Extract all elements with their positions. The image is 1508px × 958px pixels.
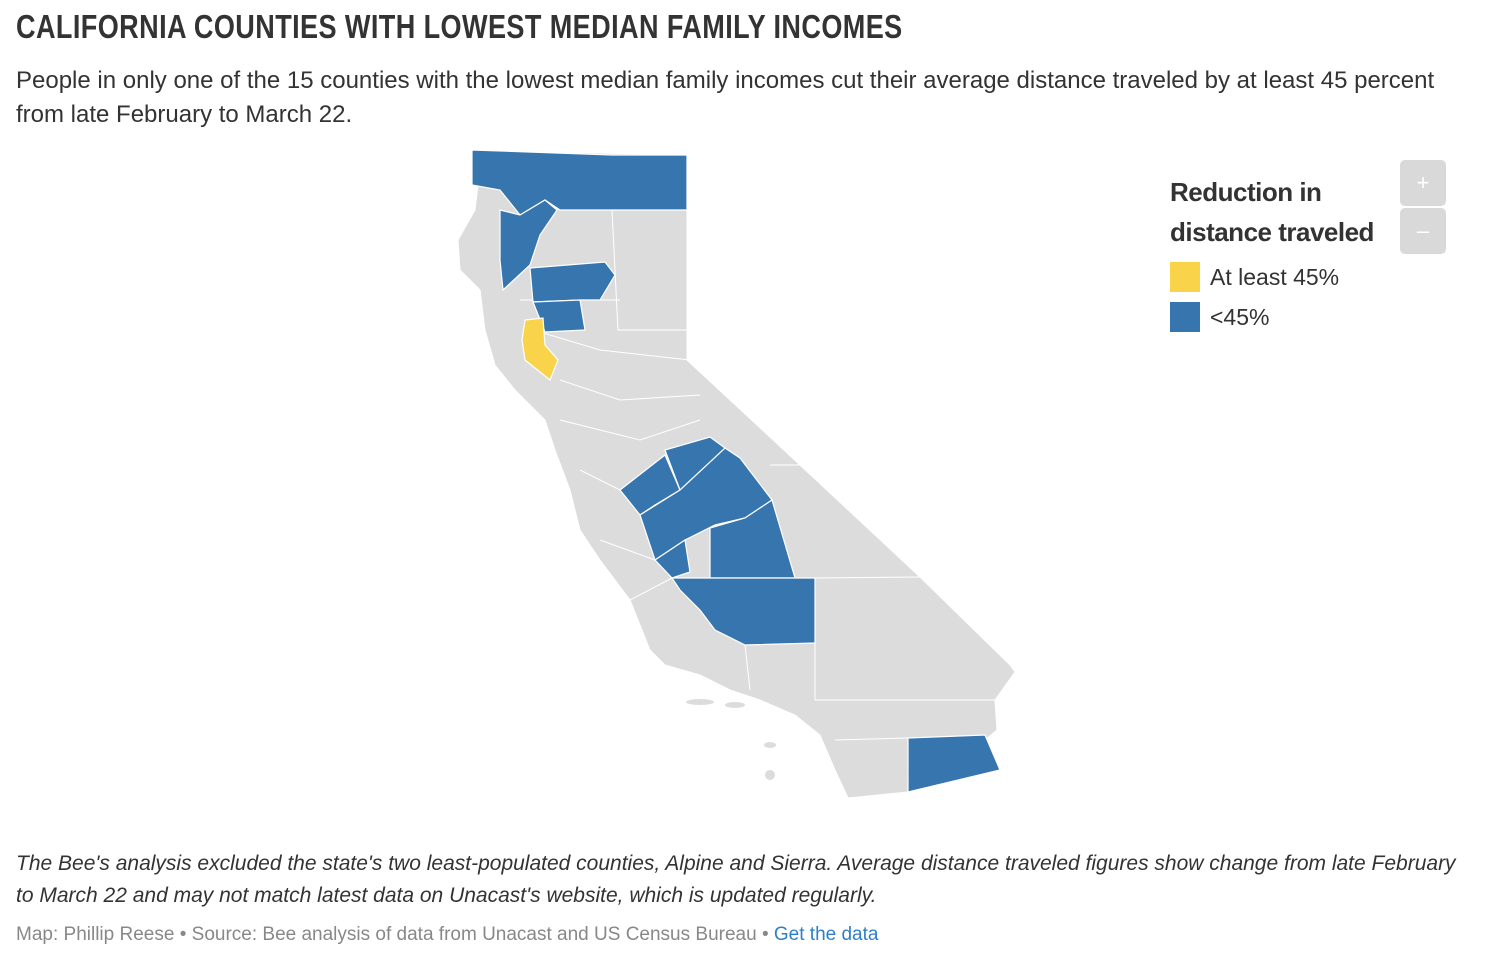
- separator: •: [756, 924, 774, 945]
- county-trinity: [499, 199, 558, 292]
- legend-label: At least 45%: [1210, 263, 1340, 290]
- county-kern: [670, 577, 816, 646]
- subtitle: People in only one of the 15 counties wi…: [16, 67, 1435, 128]
- county-imperial: [907, 734, 1001, 793]
- chart-title: CALIFORNIA COUNTIES WITH LOWEST MEDIAN F…: [16, 8, 903, 45]
- channel-islands: [686, 699, 776, 780]
- legend: Reduction in distance traveled At least …: [1170, 172, 1390, 332]
- legend-item: At least 45%: [1170, 262, 1390, 292]
- county-north-blue: [471, 149, 688, 216]
- get-data-link[interactable]: Get the data: [773, 924, 879, 945]
- zoom-out-button[interactable]: –: [1400, 208, 1446, 254]
- source-credit: Source: Bee analysis of data from Unacas…: [191, 924, 757, 945]
- legend-label: <45%: [1210, 303, 1270, 330]
- counties-low: [471, 149, 1001, 793]
- county-tulare: [709, 499, 796, 579]
- credit-line: Map: Phillip Reese • Source: Bee analysi…: [16, 924, 878, 946]
- legend-swatch-yellow: [1170, 262, 1200, 292]
- county-kings: [654, 538, 691, 579]
- zoom-in-button[interactable]: +: [1400, 160, 1446, 206]
- county-tehama: [529, 261, 616, 303]
- separator: •: [174, 924, 192, 945]
- county-lake: [521, 317, 559, 381]
- legend-item: <45%: [1170, 302, 1390, 332]
- footnote: The Bee's analysis excluded the state's …: [16, 852, 1456, 907]
- map-credit: Map: Phillip Reese: [16, 924, 175, 945]
- legend-swatch-blue: [1170, 302, 1200, 332]
- legend-title: Reduction in distance traveled: [1170, 177, 1374, 247]
